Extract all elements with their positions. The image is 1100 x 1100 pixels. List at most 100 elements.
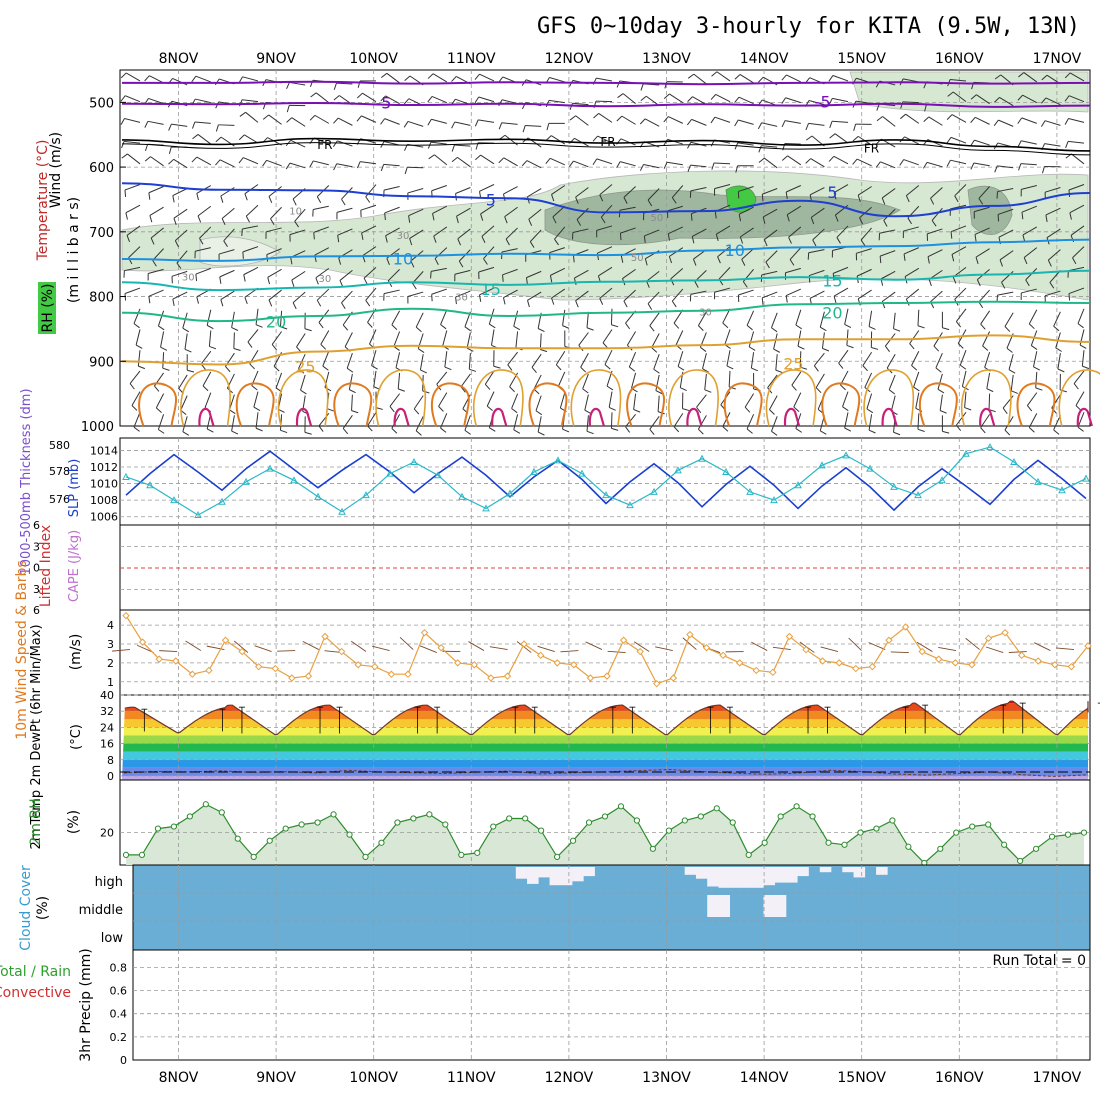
wind-barb-flag [980, 427, 986, 434]
wind-barb-staff [626, 331, 637, 346]
wind-barb-flag [486, 405, 493, 412]
wind-barb [599, 287, 613, 305]
wind-barb [663, 161, 683, 169]
wind-barb [1021, 205, 1037, 220]
wind-barb-staff [784, 143, 801, 145]
wind-barb-flag [955, 424, 962, 431]
wind-barb-flag [1075, 405, 1082, 411]
wind-barb [633, 393, 641, 413]
wind-barb-staff [528, 208, 542, 220]
wind-barb-flag [160, 346, 168, 351]
wind-barb [649, 312, 660, 332]
wind-barb-staff [549, 157, 566, 166]
wind-barb-staff [645, 95, 660, 107]
loop-magenta-35 [588, 407, 605, 427]
wind-barb-staff [951, 114, 967, 123]
wind-barb-staff [833, 184, 849, 193]
wind-barb [828, 97, 849, 105]
wind-barb [502, 268, 518, 282]
wind-barb-flag [946, 159, 951, 167]
wind-barb-flag [726, 365, 734, 370]
wind-barb [947, 91, 967, 103]
thickness-marker [506, 489, 514, 497]
wind-barb-staff [961, 370, 967, 387]
wind-speed-marker [719, 651, 727, 660]
cloud-level-low: low [101, 931, 124, 946]
wind-barb-flag [502, 274, 504, 282]
wind-barb-staff [668, 116, 684, 124]
wind-10m-barb [350, 640, 367, 652]
wind-barb-staff [573, 160, 589, 168]
rh-2m-marker [937, 845, 944, 852]
wind-barb-flag [371, 365, 378, 370]
wind-barb-flag [911, 365, 918, 371]
wind-barb-flag [939, 410, 947, 414]
wind-barb-flag [221, 218, 226, 226]
wind-barb-flag [580, 366, 587, 373]
wind-speed-marker [122, 611, 130, 620]
wind-barb-staff [726, 350, 731, 367]
wind-barb-flag [1028, 323, 1035, 330]
wind-barb-flag [663, 93, 670, 99]
wind-barb-staff [430, 141, 447, 145]
wind-barb-flag [927, 256, 930, 264]
wind-barb-flag [698, 428, 704, 435]
rh-2m-marker [298, 821, 305, 828]
wind-barb-flag [346, 367, 354, 373]
wind-barb-flag [820, 430, 827, 435]
wind-barb-flag [380, 72, 388, 79]
wind-barb [649, 416, 660, 436]
wind-barb [951, 246, 967, 262]
wind-barb [954, 184, 967, 203]
wind-barb [575, 290, 589, 308]
loop-magenta-35 [491, 407, 508, 427]
isotherm-label-25: 25 [295, 358, 315, 377]
wind-barb-flag [294, 221, 300, 228]
isotherm-label-10: 10 [725, 241, 745, 260]
wind-barb [881, 188, 896, 205]
wind-barb-flag [933, 345, 940, 352]
wind-barb-flag [907, 217, 913, 225]
wind-barb-staff [419, 354, 424, 371]
wind-barb-staff [738, 119, 754, 125]
wind-barb-staff [478, 266, 495, 273]
wind-barb [1028, 413, 1038, 433]
wind-barb [451, 144, 471, 152]
wind-speed-marker [735, 659, 744, 667]
wind-barb [980, 310, 991, 330]
wind-barb [123, 266, 141, 278]
wind-barb-flag [455, 297, 457, 305]
wind-barb [853, 123, 872, 131]
wind-barb [521, 160, 542, 169]
wind-barb [927, 249, 943, 264]
wind-barb-staff [1075, 391, 1085, 406]
wind-barb-staff [846, 329, 849, 346]
wind-barb-staff [671, 288, 684, 302]
wind-barb-staff [200, 350, 212, 365]
wind-barb [913, 371, 920, 392]
date-label-top: 8NOV [159, 51, 199, 67]
wind-barb [902, 226, 919, 239]
wind-barb-flag [182, 327, 190, 333]
wind-barb-flag [781, 74, 787, 81]
wind-barb [651, 333, 660, 353]
high-cloud-cell [729, 867, 742, 888]
high-cloud-cell [740, 867, 753, 888]
loop-orange-30 [235, 382, 275, 427]
wind-barb-flag [552, 216, 557, 224]
wind-barb-staff [906, 288, 920, 300]
wind-speed-marker [520, 640, 528, 648]
wind-barb-staff [125, 204, 141, 214]
date-label-bottom: 8NOV [159, 1070, 199, 1086]
rh-panel-grid [120, 780, 1090, 865]
wind-barb [1028, 309, 1038, 330]
wind-barb [1070, 225, 1085, 243]
wind-barb [893, 312, 901, 332]
wind-barb [245, 204, 259, 223]
isotherm-label-15: 15 [822, 272, 842, 291]
wind-barb [750, 352, 759, 372]
wind-barb-staff [911, 350, 920, 366]
wind-barb-staff [407, 188, 424, 194]
